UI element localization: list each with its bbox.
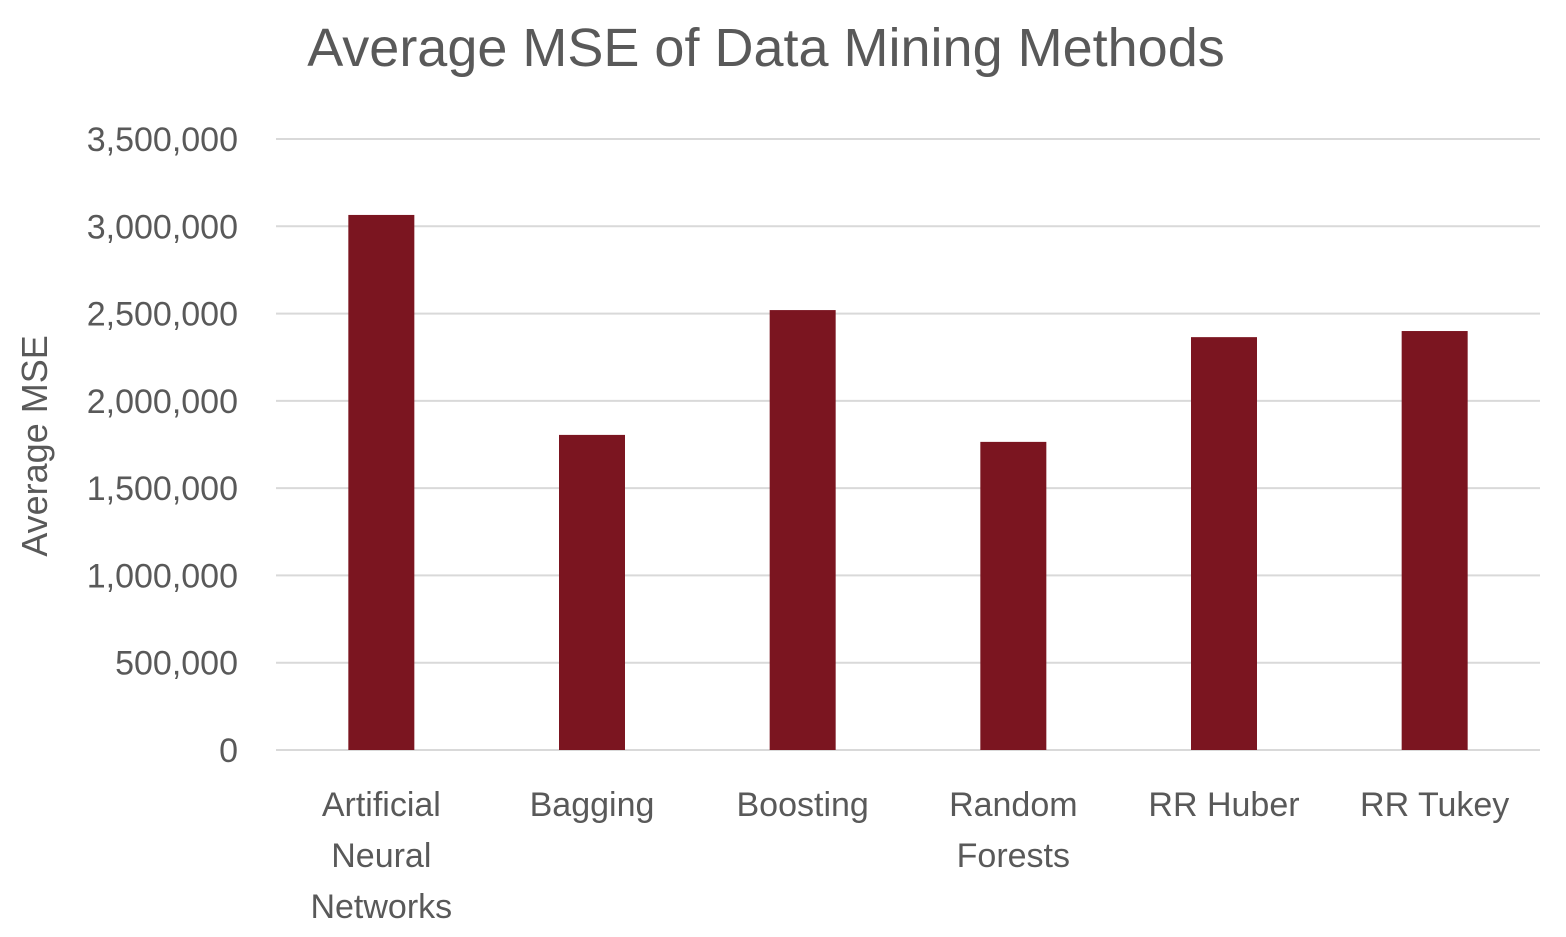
bar — [769, 310, 836, 750]
x-category-label-line: RR Huber — [1148, 786, 1299, 824]
x-category-label: Boosting — [737, 786, 869, 824]
y-tick-label: 2,500,000 — [87, 296, 238, 334]
y-tick-label: 2,000,000 — [87, 383, 238, 421]
bar — [1191, 337, 1257, 750]
x-category-label: RR Huber — [1148, 786, 1299, 824]
x-category-label-line: RR Tukey — [1360, 786, 1509, 824]
bar — [559, 434, 625, 750]
x-category-label-line: Bagging — [530, 786, 655, 824]
x-category-label: Artificial Neural Networks — [310, 786, 452, 926]
chart-title: Average MSE of Data Mining Methods — [307, 18, 1224, 78]
x-category-label: Random Forests — [949, 786, 1078, 875]
x-category-label: Bagging — [530, 786, 655, 824]
bar — [348, 214, 415, 750]
x-category-label-line: Artificial — [322, 786, 441, 824]
y-axis-title: Average MSE — [14, 335, 55, 556]
x-category-label-line: Random — [949, 786, 1078, 824]
x-axis-categories: Artificial Neural Networks Bagging Boosting R… — [310, 786, 1509, 926]
bars — [348, 214, 1468, 750]
bar — [980, 441, 1047, 750]
y-axis-ticks: 0 500,000 1,000,000 1,500,000 2,000,000 2,500… — [87, 121, 238, 770]
y-tick-label: 1,500,000 — [87, 470, 238, 508]
y-tick-label: 3,000,000 — [87, 208, 238, 246]
y-tick-label: 1,000,000 — [87, 557, 238, 595]
y-tick-label: 0 — [219, 732, 238, 770]
bar — [1401, 331, 1468, 750]
x-category-label-line: Neural — [331, 837, 431, 875]
y-tick-label: 3,500,000 — [87, 121, 238, 159]
x-category-label-line: Forests — [957, 837, 1070, 875]
x-category-label-line: Networks — [310, 888, 452, 926]
x-category-label: RR Tukey — [1360, 786, 1509, 824]
gridlines — [276, 138, 1540, 751]
x-category-label-line: Boosting — [737, 786, 869, 824]
y-tick-label: 500,000 — [115, 645, 238, 683]
